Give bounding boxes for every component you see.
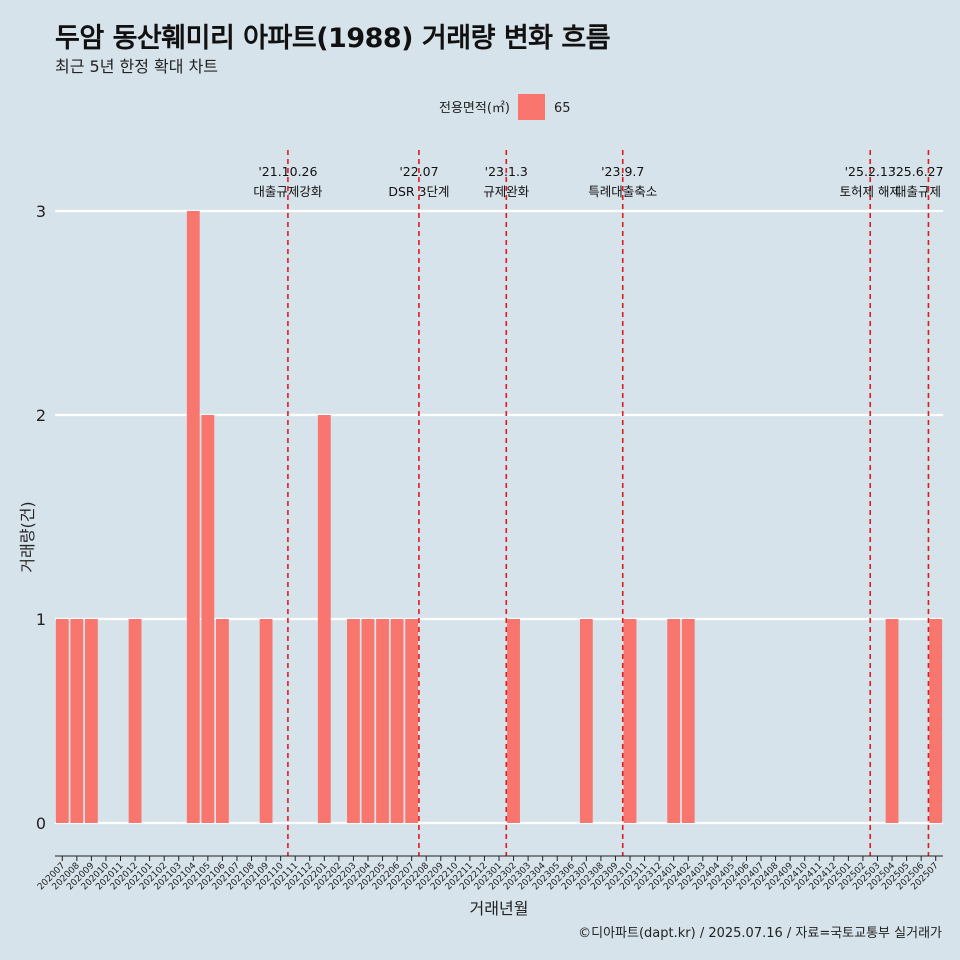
bar-202109 bbox=[259, 619, 273, 823]
bars bbox=[55, 211, 943, 823]
bar-202507 bbox=[929, 619, 943, 823]
bar-202009 bbox=[84, 619, 98, 823]
event-date-label: '23.1.3 bbox=[485, 164, 528, 179]
event-label: 토허제 해제 bbox=[839, 184, 900, 199]
bar-202105 bbox=[201, 415, 215, 823]
y-tick-label: 1 bbox=[36, 610, 46, 629]
bar-202205 bbox=[376, 619, 389, 823]
event-label: 대출규제 bbox=[895, 184, 941, 199]
legend-title: 전용면적(㎡) bbox=[439, 101, 510, 116]
legend: 전용면적(㎡) 65 bbox=[439, 94, 571, 120]
bar-202307 bbox=[579, 619, 593, 823]
bar-202204 bbox=[361, 619, 375, 823]
legend-entry-label: 65 bbox=[554, 101, 571, 116]
event-date-label: '22.07 bbox=[399, 164, 438, 179]
event-markers: '21.10.26 대출규제강화 '22.07 DSR 3단계 '23.1.3 규제완화 '… bbox=[253, 150, 944, 856]
event-date-label: '21.10.26 bbox=[258, 164, 317, 179]
bar-202104 bbox=[186, 211, 200, 823]
event-label: 규제완화 bbox=[483, 184, 530, 199]
bar-202203 bbox=[347, 619, 360, 823]
legend-swatch bbox=[518, 94, 545, 120]
chart-title: 두암 동산훼미리 아파트(1988) 거래량 변화 흐름 bbox=[55, 23, 611, 54]
bar-202504 bbox=[885, 619, 899, 823]
event-date-label: '25.6.27 bbox=[892, 164, 943, 179]
y-tick-label: 0 bbox=[36, 814, 46, 833]
event-label: 대출규제강화 bbox=[253, 184, 323, 199]
bar-202106 bbox=[216, 619, 229, 823]
event-label: DSR 3단계 bbox=[388, 184, 449, 199]
bar-202310 bbox=[623, 619, 637, 823]
bar-202207 bbox=[405, 619, 419, 823]
bar-202401 bbox=[667, 619, 681, 823]
axes: 0123202007202008202009202010202011202012… bbox=[18, 202, 943, 918]
event-date-label: '25.2.13 bbox=[845, 164, 896, 179]
bar-202402 bbox=[681, 619, 695, 823]
bar-202302 bbox=[507, 619, 520, 823]
y-tick-label: 2 bbox=[36, 406, 46, 425]
event-date-label: '23.9.7 bbox=[601, 164, 644, 179]
bar-202206 bbox=[390, 619, 404, 823]
chart-subtitle: 최근 5년 한정 확대 차트 bbox=[55, 57, 219, 76]
x-axis-title: 거래년월 bbox=[470, 899, 529, 918]
y-axis-title: 거래량(건) bbox=[18, 501, 37, 572]
source-caption: ©디아파트(dapt.kr) / 2025.07.16 / 자료=국토교통부 실… bbox=[578, 926, 942, 941]
bar-202201 bbox=[317, 415, 331, 823]
bar-202007 bbox=[55, 619, 69, 823]
event-label: 특례대출축소 bbox=[588, 184, 657, 199]
bar-202012 bbox=[128, 619, 142, 823]
y-tick-label: 3 bbox=[36, 202, 46, 221]
bar-202008 bbox=[70, 619, 84, 823]
